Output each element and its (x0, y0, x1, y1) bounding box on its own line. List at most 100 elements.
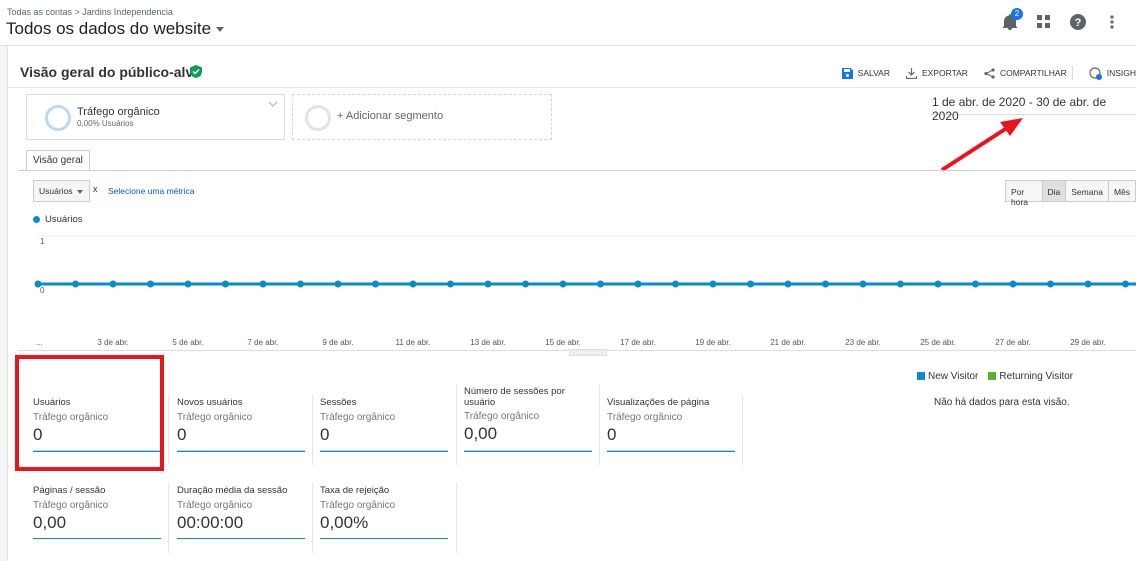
segment-card-organic[interactable]: Tráfego orgânico 0,00% Usuários (26, 94, 285, 140)
data-point[interactable] (109, 280, 117, 288)
save-button[interactable]: SALVAR (841, 67, 890, 79)
export-icon (905, 67, 917, 79)
data-point[interactable] (597, 280, 604, 288)
scorecard-sparkline-line (177, 451, 305, 452)
data-point[interactable] (297, 280, 304, 288)
scorecard[interactable]: Novos usuários Tráfego orgânico 0 (177, 397, 305, 452)
granularity-hourly-button[interactable]: Por hora (1006, 181, 1043, 207)
scorecard-value: 0,00 (464, 424, 498, 443)
x-tick-label: 9 de abr. (322, 338, 353, 347)
granularity-month-button[interactable]: Mês (1108, 181, 1135, 201)
help-button[interactable]: ? (1068, 12, 1088, 32)
data-point[interactable] (559, 280, 567, 288)
scorecard[interactable]: Páginas / sessão Tráfego orgânico 0,00 (33, 485, 161, 539)
data-point[interactable] (822, 280, 829, 288)
data-point[interactable] (1009, 280, 1017, 288)
x-tick-label: 27 de abr. (995, 338, 1031, 347)
data-point[interactable] (222, 280, 229, 288)
select-metric-link[interactable]: Selecione uma métrica (108, 186, 195, 196)
scorecard-divider (456, 385, 457, 465)
returning-visitor-swatch (988, 372, 997, 380)
add-segment-button[interactable]: + Adicionar segmento (292, 94, 552, 140)
export-label: EXPORTAR (921, 68, 968, 78)
data-point[interactable] (784, 280, 792, 288)
granularity-week-button[interactable]: Semana (1066, 181, 1109, 201)
data-point[interactable] (484, 280, 492, 288)
x-tick-label: 11 de abr. (396, 338, 431, 347)
scorecard-label: Taxa de rejeição (320, 485, 390, 496)
share-button[interactable]: COMPARTILHAR (984, 66, 1073, 80)
action-divider (1071, 66, 1073, 80)
scorecard-sparkline (177, 538, 305, 539)
data-point[interactable] (934, 280, 942, 288)
property-selector[interactable]: Todos os dados do website (6, 19, 225, 39)
data-point[interactable] (859, 280, 867, 288)
data-point[interactable] (409, 280, 417, 288)
scorecard[interactable]: Número de sessões por usuário Tráfego org… (464, 386, 592, 452)
data-point[interactable] (34, 280, 42, 288)
date-range-picker[interactable]: 1 de abr. de 2020 - 30 de abr. de 2020 (930, 95, 1136, 123)
share-icon (984, 67, 995, 79)
data-point[interactable] (972, 280, 979, 288)
x-tick-label: 23 de abr. (845, 338, 881, 347)
data-point[interactable] (709, 280, 717, 288)
apps-button[interactable] (1034, 12, 1054, 32)
data-point[interactable] (672, 280, 679, 288)
scorecard-value: 0 (33, 425, 43, 444)
scorecard-label: Sessões (320, 397, 357, 408)
data-point[interactable] (259, 280, 267, 288)
export-button[interactable]: EXPORTAR (905, 67, 968, 79)
data-point[interactable] (334, 280, 342, 288)
share-label: COMPARTILHAR (999, 68, 1067, 78)
page-title: Visão geral do público-alvo (20, 64, 202, 80)
data-point[interactable] (747, 280, 754, 288)
y-tick-label: 1 (40, 237, 45, 246)
remove-metric-button[interactable]: x (93, 184, 98, 194)
chevron-down-icon[interactable] (268, 101, 278, 107)
data-point[interactable] (1122, 280, 1129, 288)
data-point[interactable] (447, 280, 454, 288)
metric-select[interactable]: Usuários (33, 180, 90, 202)
pie-legend-new: New Visitor (917, 371, 978, 382)
scorecard-divider (312, 395, 313, 465)
scorecard[interactable]: Sessões Tráfego orgânico 0 (320, 397, 448, 452)
segment-ring-icon (45, 105, 71, 131)
scorecard-value: 0,00 (33, 513, 67, 532)
data-point[interactable] (1047, 280, 1054, 288)
empty-segment-ring-icon (305, 105, 331, 131)
scorecard[interactable]: Usuários Tráfego orgânico 0 (33, 397, 161, 452)
scorecard[interactable]: Visualizações de página Tráfego orgânico 0 (607, 397, 735, 452)
scorecard-sparkline (320, 538, 448, 539)
scorecard-sparkline (33, 538, 161, 539)
scorecard[interactable]: Duração média da sessão Tráfego orgânico 0… (177, 485, 305, 539)
data-point[interactable] (897, 280, 904, 288)
segment-share: 0,00% Usuários (77, 119, 134, 128)
x-tick-label: 7 de abr. (247, 338, 278, 347)
more-options-button[interactable] (1102, 12, 1122, 32)
scorecard-value: 0 (607, 425, 617, 444)
scorecard-divider (456, 483, 457, 553)
data-point[interactable] (522, 280, 529, 288)
notification-badge: 2 (1011, 8, 1023, 20)
caret-down-icon (216, 27, 225, 33)
data-point[interactable] (147, 280, 154, 288)
scorecard-segment: Tráfego orgânico (464, 411, 540, 422)
tab-overview[interactable]: Visão geral (26, 150, 90, 171)
granularity-day-button[interactable]: Dia (1042, 181, 1067, 201)
report-actions: SALVAR EXPORTAR COMPARTILHAR INSIGH (841, 66, 1136, 80)
notifications-button[interactable]: 2 (1000, 8, 1023, 32)
pie-legend: New Visitor Returning Visitor (917, 371, 1073, 382)
scorecard[interactable]: Taxa de rejeição Tráfego orgânico 0,00% (320, 485, 448, 539)
scorecard-value: 00:00:00 (177, 513, 244, 532)
scorecard-label: Páginas / sessão (33, 485, 106, 496)
data-point[interactable] (184, 280, 192, 288)
y-tick-label: 0 (40, 286, 45, 295)
breadcrumb[interactable]: Todas as contas > Jardins Independencia (7, 7, 173, 17)
data-point[interactable] (72, 280, 79, 288)
chart-collapse-handle[interactable] (569, 349, 607, 356)
chart-legend: Usuários (33, 214, 83, 225)
data-point[interactable] (372, 280, 379, 288)
data-point[interactable] (634, 280, 642, 288)
data-point[interactable] (1084, 280, 1092, 288)
insights-button[interactable]: INSIGH (1089, 66, 1136, 80)
